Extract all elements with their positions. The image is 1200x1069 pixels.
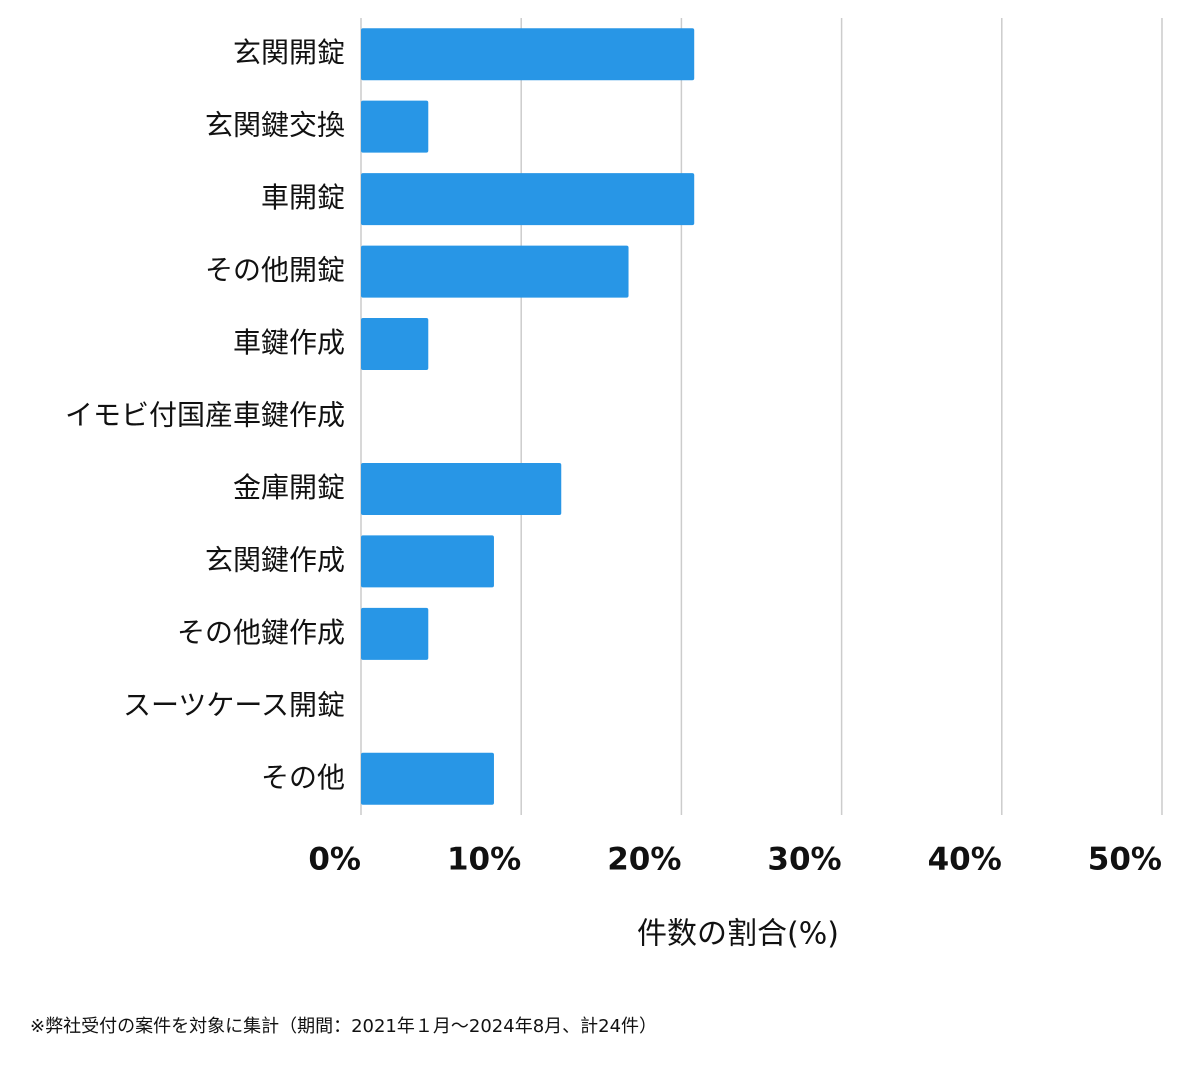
y-tick-label: イモビ付国産車鍵作成 bbox=[65, 399, 345, 432]
x-tick-label: 30% bbox=[767, 842, 841, 878]
bar bbox=[361, 28, 695, 81]
y-tick-label: その他鍵作成 bbox=[177, 616, 345, 649]
y-tick-label: 玄関鍵交換 bbox=[205, 109, 345, 142]
y-tick-label: スーツケース開錠 bbox=[123, 688, 345, 721]
bar bbox=[361, 607, 429, 660]
x-tick-label: 40% bbox=[928, 842, 1002, 878]
bar bbox=[361, 318, 429, 371]
bar bbox=[361, 752, 494, 805]
x-tick-label: 10% bbox=[447, 842, 521, 878]
x-tick-label: 0% bbox=[308, 842, 361, 878]
y-tick-label: 車鍵作成 bbox=[233, 326, 345, 359]
y-tick-label: 金庫開錠 bbox=[233, 471, 345, 504]
y-tick-label: その他 bbox=[261, 761, 345, 794]
x-tick-label: 50% bbox=[1088, 842, 1162, 878]
x-axis-title: 件数の割合(%) bbox=[637, 917, 839, 952]
bar bbox=[361, 462, 562, 515]
footnote: ※弊社受付の案件を対象に集計（期間：2021年１月〜2024年8月、計24件） bbox=[30, 1016, 657, 1037]
y-tick-label: 玄関開錠 bbox=[233, 36, 345, 69]
bar bbox=[361, 535, 494, 588]
x-tick-label: 20% bbox=[607, 842, 681, 878]
y-tick-label: その他開錠 bbox=[205, 254, 345, 287]
bar bbox=[361, 100, 429, 153]
y-tick-label: 玄関鍵作成 bbox=[205, 543, 345, 576]
bar bbox=[361, 245, 629, 298]
y-tick-label: 車開錠 bbox=[261, 181, 345, 214]
bar bbox=[361, 173, 695, 226]
